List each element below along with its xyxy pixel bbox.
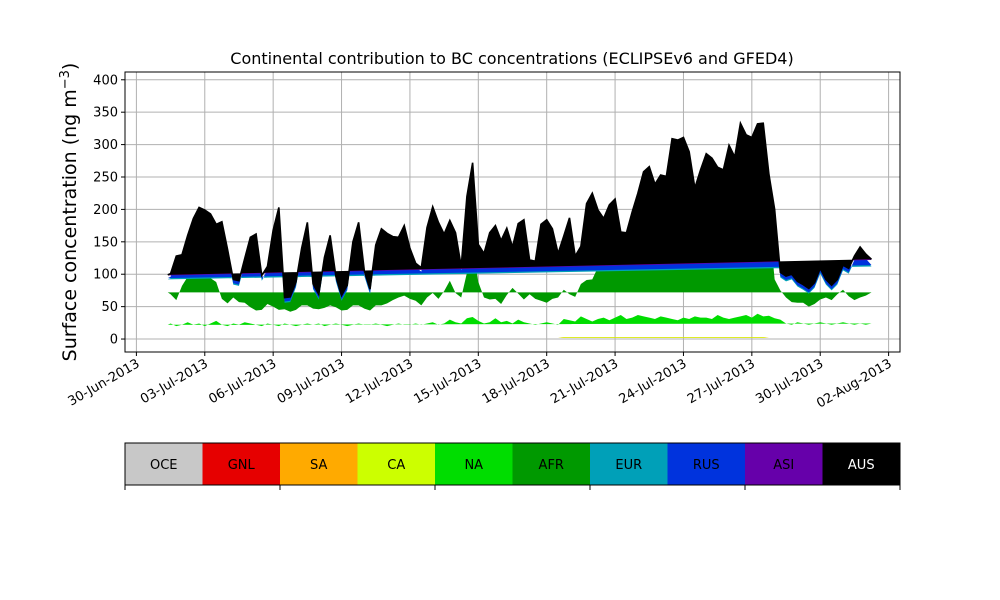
legend-swatch-asi bbox=[745, 443, 823, 485]
legend-label-oce: OCE bbox=[150, 458, 178, 473]
legend-colorbar: OCE GNL SA CA NA AFR EUR RUS ASI AUS bbox=[124, 442, 901, 490]
legend-label-afr: AFR bbox=[539, 458, 564, 473]
x-tick-label: 09-Jul-2013 bbox=[275, 356, 348, 407]
legend-label-eur: EUR bbox=[615, 458, 642, 473]
chart-title: Continental contribution to BC concentra… bbox=[230, 49, 793, 68]
y-tick-label: 100 bbox=[93, 268, 118, 283]
legend-label-rus: RUS bbox=[693, 458, 720, 473]
stacked-areas bbox=[167, 120, 873, 338]
legend-swatch-oce bbox=[125, 443, 203, 485]
x-tick-label: 15-Jul-2013 bbox=[411, 356, 484, 407]
legend-label-sa: SA bbox=[310, 458, 327, 473]
x-tick-label: 06-Jul-2013 bbox=[206, 356, 279, 407]
legend-label-asi: ASI bbox=[773, 458, 794, 473]
legend-swatch-afr bbox=[512, 443, 590, 485]
legend-swatch-ca bbox=[357, 443, 435, 485]
area-aus bbox=[167, 123, 872, 298]
y-axis-label-exponent: −3 bbox=[58, 70, 73, 89]
y-axis-label-close: ) bbox=[59, 63, 81, 70]
y-tick-label: 0 bbox=[110, 333, 118, 348]
area-ca bbox=[167, 337, 872, 338]
x-tick-label: 27-Jul-2013 bbox=[685, 356, 758, 407]
legend-swatch-sa bbox=[280, 443, 358, 485]
legend-swatch-na bbox=[435, 443, 513, 485]
y-tick-label: 50 bbox=[101, 300, 118, 315]
y-tick-label: 250 bbox=[93, 171, 118, 186]
legend-label-gnl: GNL bbox=[228, 458, 256, 473]
legend-label-ca: CA bbox=[387, 458, 405, 473]
legend-swatch-aus bbox=[822, 443, 900, 485]
x-tick-label: 03-Jul-2013 bbox=[138, 356, 211, 407]
x-tick-label: 02-Aug-2013 bbox=[814, 356, 894, 411]
grid bbox=[125, 72, 900, 352]
legend-label-na: NA bbox=[464, 458, 483, 473]
legend-swatch-eur bbox=[590, 443, 668, 485]
legend-swatch-rus bbox=[667, 443, 745, 485]
plot-frame bbox=[124, 71, 901, 353]
x-tick-label: 12-Jul-2013 bbox=[343, 356, 416, 407]
y-tick-label: 350 bbox=[93, 106, 118, 121]
legend-swatch-gnl bbox=[202, 443, 280, 485]
y-axis-label: Surface concentration (ng m−3) bbox=[58, 63, 81, 362]
legend-frame bbox=[124, 442, 901, 486]
x-tick-label: 18-Jul-2013 bbox=[480, 356, 553, 407]
legend-label-aus: AUS bbox=[848, 458, 875, 473]
total-outline bbox=[167, 120, 873, 299]
x-tick-label: 24-Jul-2013 bbox=[617, 356, 690, 407]
y-tick-label: 200 bbox=[93, 203, 118, 218]
y-tick-label: 150 bbox=[93, 235, 118, 250]
x-tick-label: 21-Jul-2013 bbox=[548, 356, 621, 407]
area-na bbox=[167, 313, 872, 327]
y-tick-label: 300 bbox=[93, 138, 118, 153]
x-tick-label: 30-Jun-2013 bbox=[66, 356, 143, 409]
y-axis-label-text: Surface concentration (ng m bbox=[59, 89, 81, 361]
y-tick-label: 400 bbox=[93, 73, 118, 88]
